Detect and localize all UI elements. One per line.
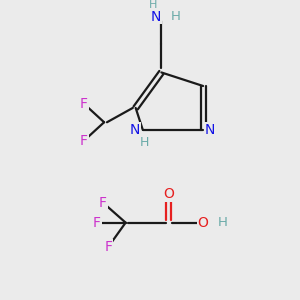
Text: O: O [163,187,174,201]
Text: H: H [218,216,228,229]
Text: H: H [140,136,149,149]
Text: F: F [99,196,107,209]
Text: F: F [80,97,88,111]
Text: O: O [198,216,208,230]
Text: N: N [151,10,161,23]
Text: F: F [80,134,88,148]
Text: N: N [205,123,215,137]
Text: H: H [148,0,157,10]
Text: F: F [104,240,112,254]
Text: H: H [171,10,181,23]
Text: F: F [93,216,101,230]
Text: N: N [130,123,140,137]
